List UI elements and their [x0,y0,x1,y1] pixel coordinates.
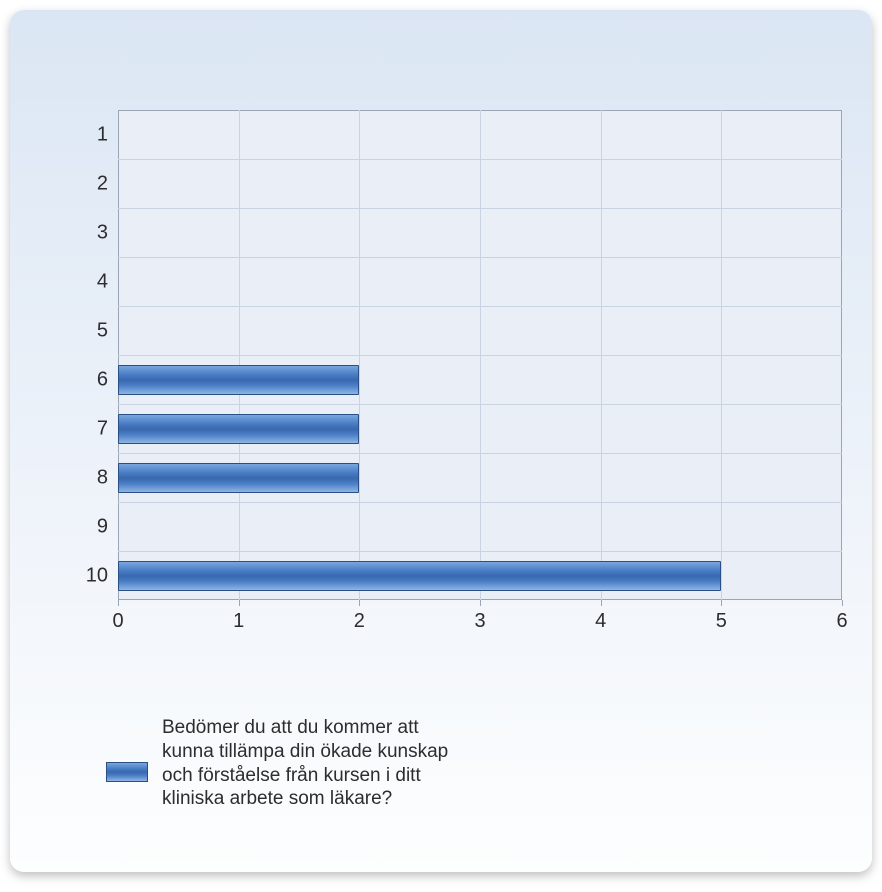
bar [118,561,721,591]
y-axis-label: 7 [97,417,118,440]
x-axis-label: 0 [112,600,123,633]
y-axis-label: 10 [86,564,118,587]
x-axis-label: 5 [716,600,727,633]
bar [118,414,359,444]
bar [118,463,359,493]
gridline-horizontal [118,502,842,503]
y-axis-label: 1 [97,123,118,146]
y-axis-label: 5 [97,319,118,342]
y-axis-label: 4 [97,270,118,293]
chart-card: 012345612345678910 Bedömer du att du kom… [10,10,872,872]
x-axis-label: 6 [836,600,847,633]
x-axis-label: 4 [595,600,606,633]
y-axis-label: 2 [97,172,118,195]
x-axis-label: 3 [474,600,485,633]
plot-area: 012345612345678910 [118,110,842,600]
x-axis-label: 1 [233,600,244,633]
gridline-horizontal [118,453,842,454]
gridline-horizontal [118,208,842,209]
legend-text: Bedömer du att du kommer att kunna tillä… [162,716,452,811]
y-axis-label: 9 [97,515,118,538]
legend-swatch [106,762,148,782]
gridline-horizontal [118,257,842,258]
gridline-horizontal [118,159,842,160]
y-axis-label: 8 [97,466,118,489]
gridline-horizontal [118,551,842,552]
y-axis-label: 3 [97,221,118,244]
legend: Bedömer du att du kommer att kunna tillä… [106,716,452,811]
gridline-horizontal [118,306,842,307]
bar [118,365,359,395]
y-axis-label: 6 [97,368,118,391]
gridline-horizontal [118,404,842,405]
gridline-horizontal [118,355,842,356]
x-axis-label: 2 [354,600,365,633]
